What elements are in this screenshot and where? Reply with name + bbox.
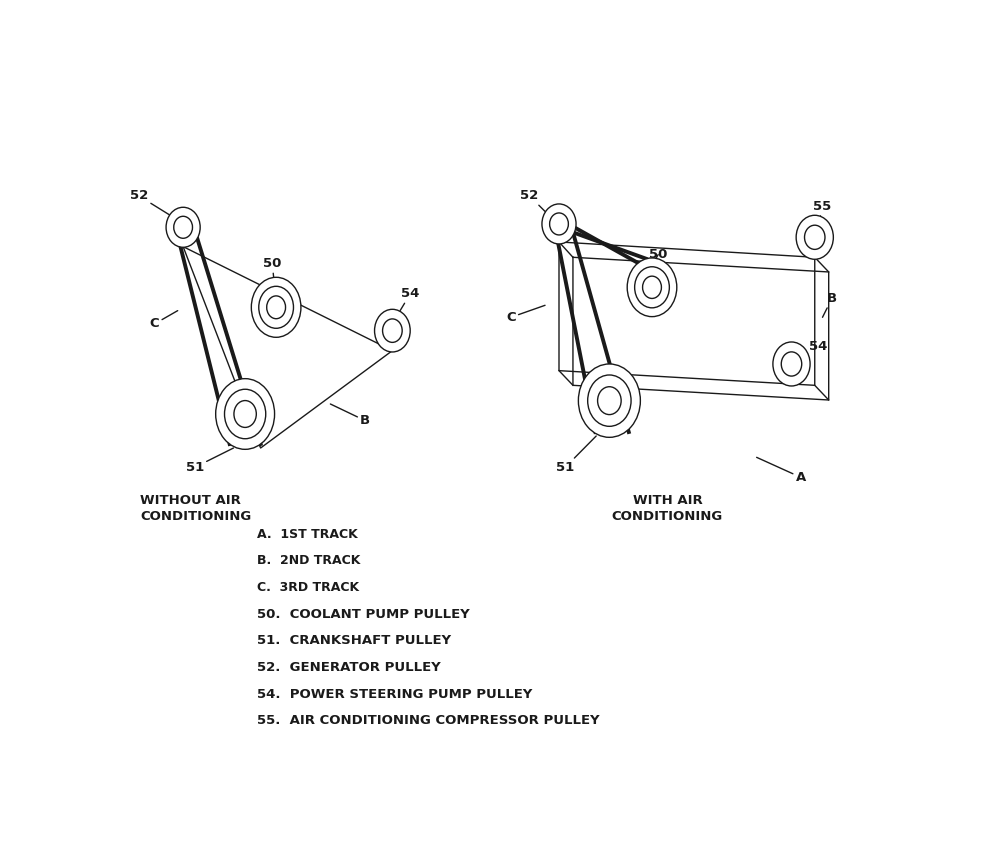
Ellipse shape [805,225,825,249]
Text: A: A [757,457,806,484]
Text: 51: 51 [556,436,596,474]
Ellipse shape [375,309,410,352]
Ellipse shape [216,378,275,449]
Ellipse shape [174,216,193,238]
Text: 50: 50 [263,257,281,279]
Text: WITH AIR
CONDITIONING: WITH AIR CONDITIONING [612,494,723,523]
Ellipse shape [234,401,256,428]
Text: 52.  GENERATOR PULLEY: 52. GENERATOR PULLEY [257,661,440,674]
Ellipse shape [588,375,631,426]
Text: 54: 54 [400,288,419,311]
Ellipse shape [796,216,833,259]
Ellipse shape [542,204,576,244]
Ellipse shape [598,387,621,415]
Ellipse shape [251,277,301,337]
Text: 50.  COOLANT PUMP PULLEY: 50. COOLANT PUMP PULLEY [257,608,470,621]
Ellipse shape [781,352,802,376]
Ellipse shape [635,267,669,307]
Ellipse shape [627,258,677,317]
Text: C: C [506,306,545,324]
Ellipse shape [550,213,568,235]
Text: 54.  POWER STEERING PUMP PULLEY: 54. POWER STEERING PUMP PULLEY [257,688,532,701]
Text: 55.  AIR CONDITIONING COMPRESSOR PULLEY: 55. AIR CONDITIONING COMPRESSOR PULLEY [257,714,599,727]
Ellipse shape [225,389,266,439]
Text: WITHOUT AIR
CONDITIONING: WITHOUT AIR CONDITIONING [140,494,252,523]
Text: 52: 52 [130,190,178,220]
Text: B.  2ND TRACK: B. 2ND TRACK [257,554,360,567]
Ellipse shape [267,296,286,319]
Text: 51.  CRANKSHAFT PULLEY: 51. CRANKSHAFT PULLEY [257,634,451,647]
Ellipse shape [259,287,293,328]
Text: B: B [330,404,370,427]
Ellipse shape [578,364,640,437]
Ellipse shape [643,276,661,299]
Text: 52: 52 [520,190,554,220]
Ellipse shape [773,342,810,386]
Text: C.  3RD TRACK: C. 3RD TRACK [257,581,359,594]
Text: 50: 50 [649,249,667,262]
Text: A.  1ST TRACK: A. 1ST TRACK [257,527,358,540]
Ellipse shape [166,207,200,248]
Text: B: B [822,292,837,317]
Text: C: C [150,311,178,331]
Text: 55: 55 [813,200,832,222]
Ellipse shape [383,319,402,342]
Text: 54: 54 [805,340,828,356]
Text: 51: 51 [186,448,234,474]
